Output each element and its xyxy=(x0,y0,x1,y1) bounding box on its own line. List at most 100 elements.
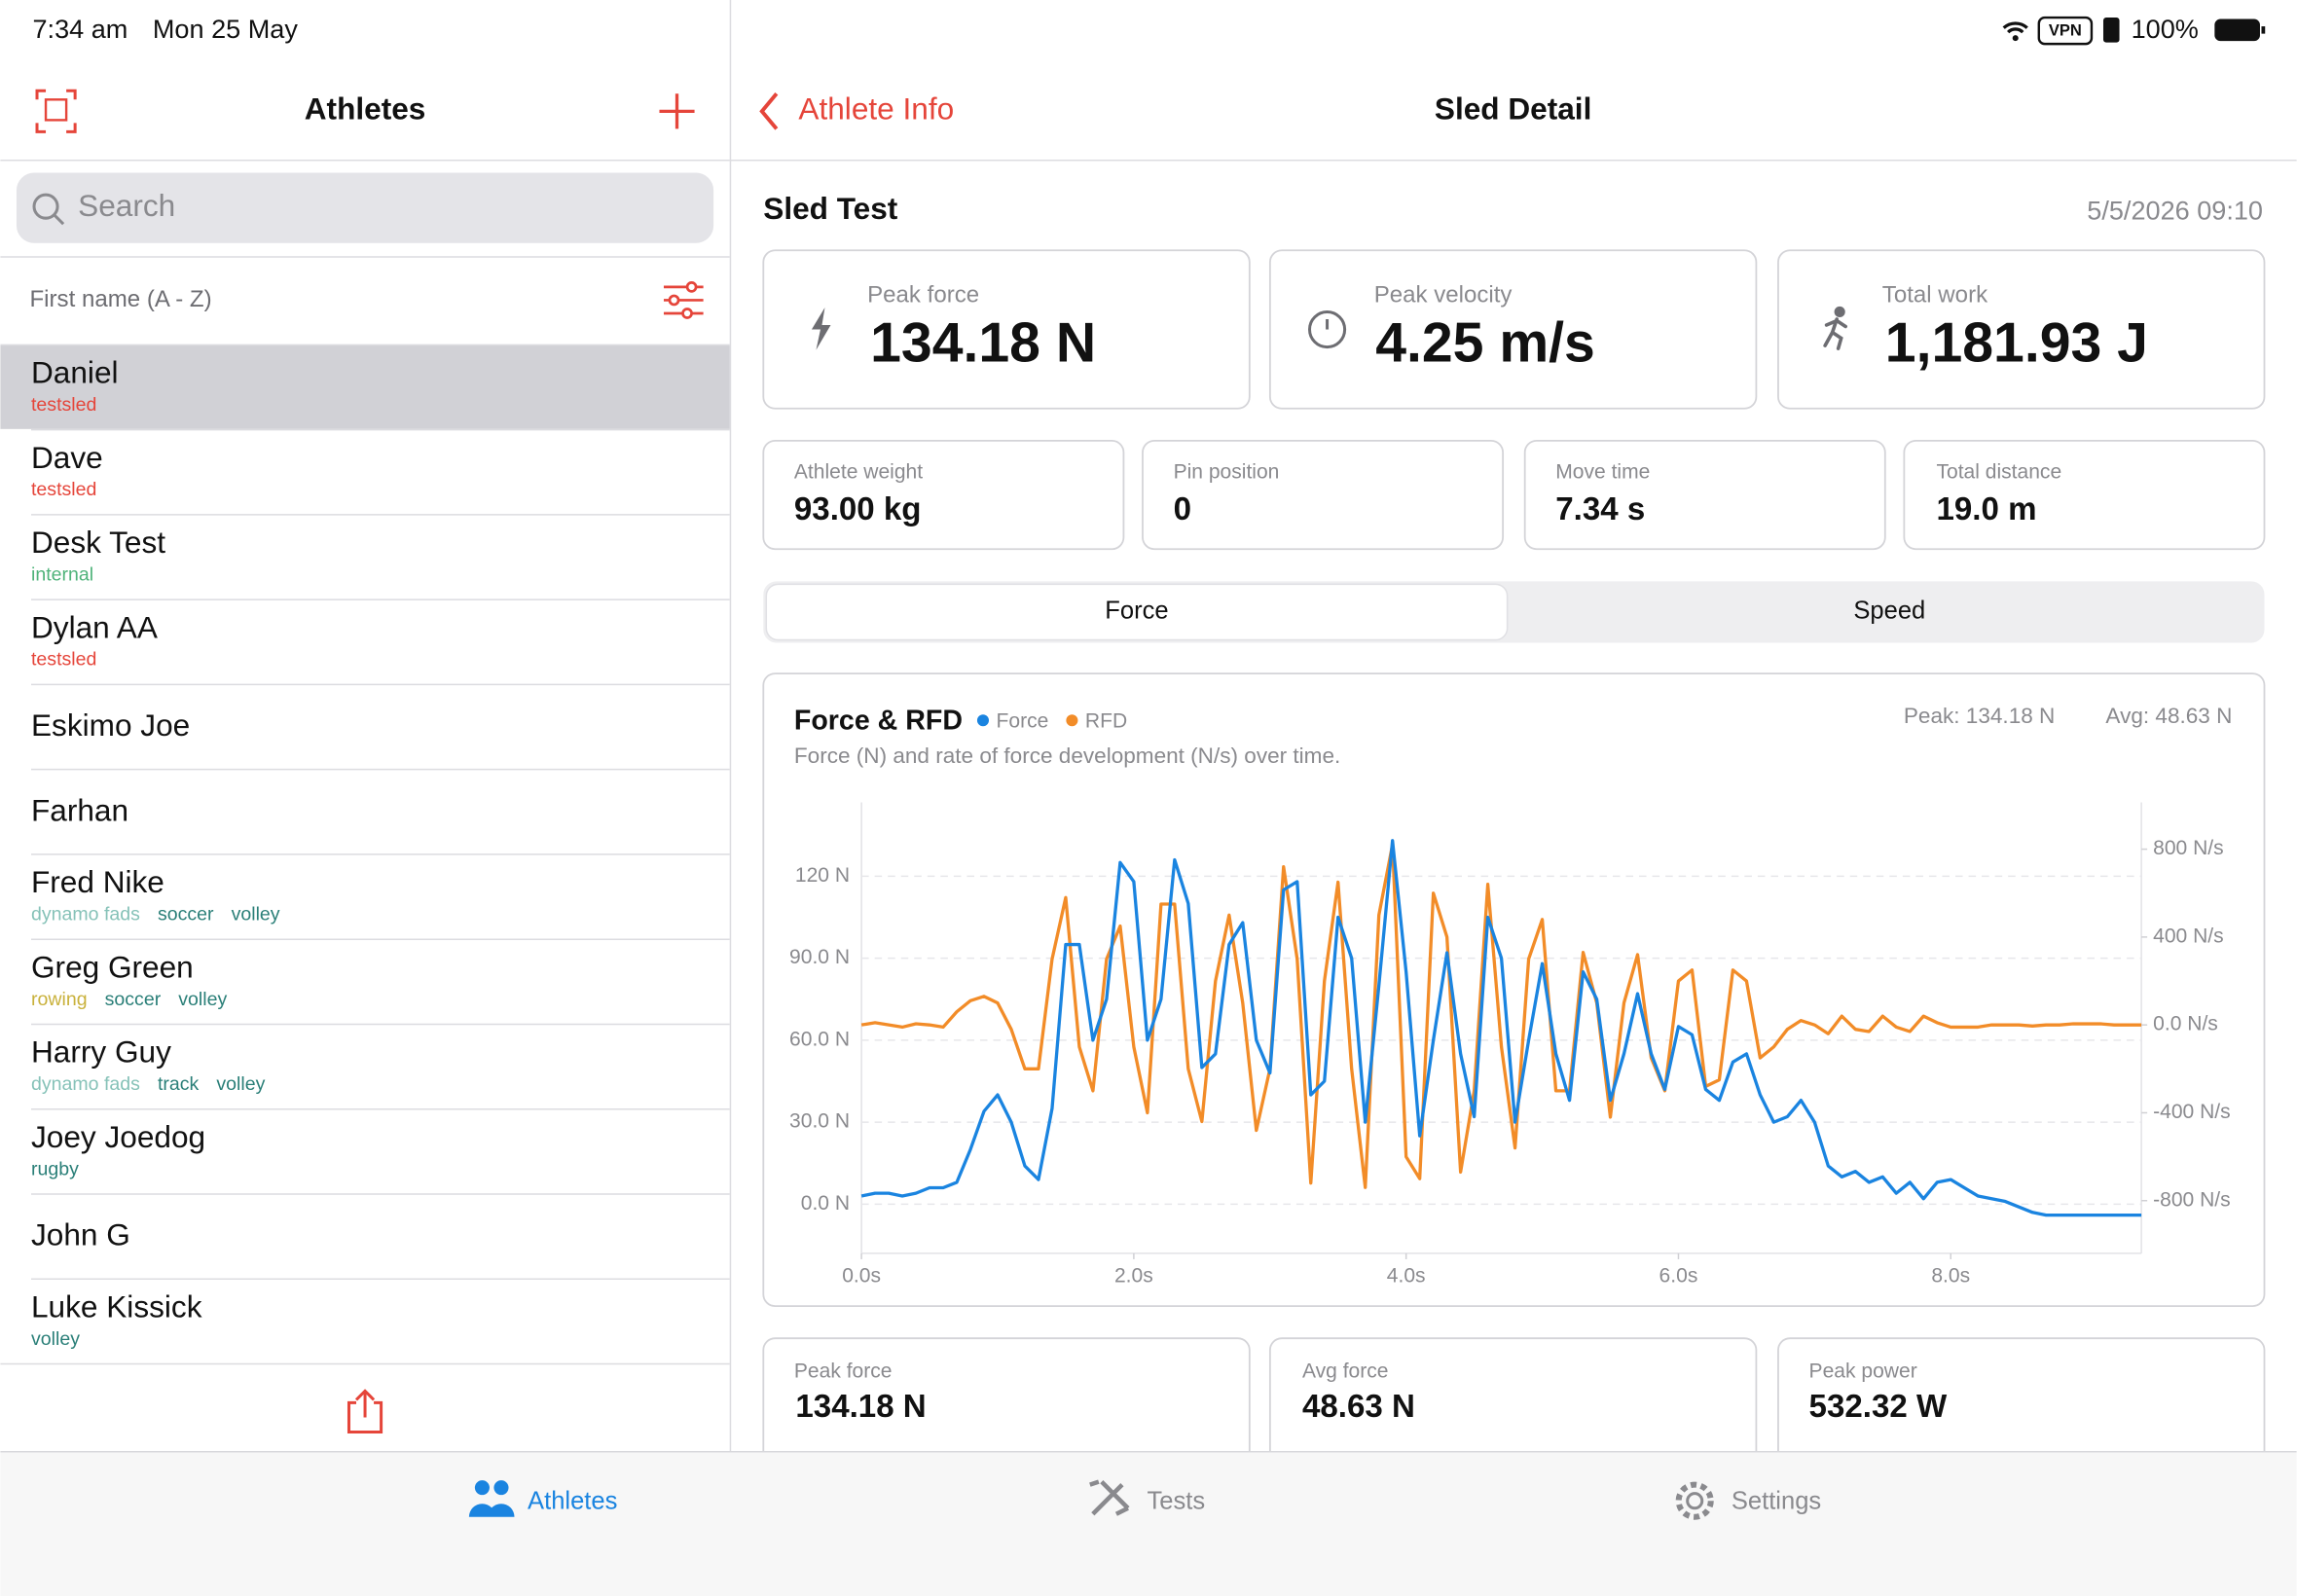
y-tick-label: 0.0 N xyxy=(801,1192,850,1215)
metric-value: 134.18 N xyxy=(870,312,1096,375)
athlete-name: Dave xyxy=(31,440,103,475)
y2-tick-label: -800 N/s xyxy=(2153,1188,2231,1211)
athlete-row[interactable]: Dave testsled xyxy=(31,440,103,500)
sidebar-title: Athletes xyxy=(305,91,426,127)
y-tick-label: 90.0 N xyxy=(789,946,850,968)
summary-label: Avg force xyxy=(1302,1360,1389,1382)
athlete-row[interactable]: Fred Nike dynamo fads soccer volley xyxy=(31,864,280,925)
metric-value: 4.25 m/s xyxy=(1375,312,1595,375)
metric-label: Peak force xyxy=(867,281,979,308)
athlete-name: Greg Green xyxy=(31,949,194,984)
status-time: 7:34 am xyxy=(33,14,128,44)
selected-row xyxy=(0,345,730,429)
legend-label: RFD xyxy=(1085,709,1127,732)
athlete-row[interactable]: Farhan xyxy=(31,792,128,827)
qr-glyph xyxy=(44,98,68,122)
search-icon xyxy=(32,193,59,220)
tab-label: Tests xyxy=(1147,1487,1205,1514)
metric-value: 1,181.93 J xyxy=(1885,312,2148,375)
athlete-row[interactable]: Joey Joedog rugby xyxy=(31,1119,205,1179)
x-tick-label: 0.0s xyxy=(842,1265,881,1288)
athlete-row[interactable]: John G xyxy=(31,1217,130,1252)
athlete-row[interactable]: Harry Guy dynamo fads track volley xyxy=(31,1034,266,1095)
filter-knob xyxy=(668,294,680,307)
athlete-row[interactable]: Desk Test internal xyxy=(31,525,165,585)
share-box xyxy=(346,1400,383,1433)
summary-value: 532.32 W xyxy=(1809,1389,1948,1425)
segment[interactable]: Force xyxy=(1105,598,1168,625)
share-button[interactable] xyxy=(346,1389,383,1433)
detail-title: Sled Detail xyxy=(1435,91,1591,127)
battery-text: 100% xyxy=(2132,14,2199,44)
add-button[interactable] xyxy=(659,93,695,129)
y2-tick-label: 400 N/s xyxy=(2153,925,2224,947)
share-arrow xyxy=(354,1389,376,1418)
athlete-row[interactable]: Greg Green rowing soccer volley xyxy=(31,949,227,1009)
athlete-tag: rowing xyxy=(31,989,88,1010)
athlete-row[interactable]: Dylan AA testsled xyxy=(31,609,158,670)
athlete-row[interactable]: Luke Kissick volley xyxy=(31,1288,202,1349)
athlete-name: Fred Nike xyxy=(31,864,164,899)
stat-value: 0 xyxy=(1174,491,1191,527)
tab-label: Athletes xyxy=(528,1487,617,1514)
search-placeholder: Search xyxy=(78,188,175,223)
athlete-name: John G xyxy=(31,1217,130,1252)
battery-icon xyxy=(2214,18,2260,42)
athletes-tab[interactable]: Athletes xyxy=(468,1480,618,1517)
wifi-icon xyxy=(2002,21,2028,34)
athlete-name: Desk Test xyxy=(31,525,165,560)
metric-label: Total work xyxy=(1882,281,1988,308)
sort-label: First name (A - Z) xyxy=(29,286,211,312)
athlete-tag: testsled xyxy=(31,394,96,416)
y-tick-label: 120 N xyxy=(795,864,850,887)
runner-icon xyxy=(1823,306,1847,350)
segment[interactable]: Speed xyxy=(1853,598,1925,625)
tab-label: Settings xyxy=(1732,1487,1821,1514)
tests-tab[interactable]: Tests xyxy=(1089,1479,1205,1516)
athlete-tag: volley xyxy=(216,1073,265,1095)
tab-icon xyxy=(1686,1492,1704,1510)
stat-value: 19.0 m xyxy=(1936,491,2036,527)
vpn-badge xyxy=(2037,16,2094,46)
metric-card xyxy=(1777,249,2266,410)
test-name: Sled Test xyxy=(763,191,898,226)
search-field[interactable] xyxy=(16,172,714,243)
x-tick-label: 2.0s xyxy=(1114,1265,1153,1288)
segment-selected[interactable] xyxy=(765,583,1509,641)
athlete-tag: dynamo fads xyxy=(31,904,140,925)
vpn-text: VPN xyxy=(2049,21,2082,40)
athlete-row[interactable]: Eskimo Joe xyxy=(31,707,190,743)
chart-subtitle: Force (N) and rate of force development … xyxy=(794,744,1340,768)
plot: 0.0 N 30.0 N 60.0 N 90.0 N 120 N -800 N/s -400… xyxy=(789,709,2231,1287)
test-date: 5/5/2026 09:10 xyxy=(2087,195,2263,225)
gauge-icon xyxy=(1308,309,1347,349)
filter-button[interactable] xyxy=(663,281,704,319)
stat-label: Total distance xyxy=(1936,461,2061,484)
athlete-name: Luke Kissick xyxy=(31,1288,202,1324)
athlete-tag: soccer xyxy=(158,904,214,925)
y2-tick-label: 0.0 N/s xyxy=(2153,1013,2218,1035)
stat-card xyxy=(1142,439,1505,551)
x-tick-label: 6.0s xyxy=(1659,1265,1698,1288)
y-tick-label: 60.0 N xyxy=(789,1028,850,1050)
tab-icon xyxy=(468,1504,515,1517)
series-line xyxy=(860,839,2142,1217)
settings-tab[interactable]: Settings xyxy=(1675,1481,1822,1520)
stat-card xyxy=(762,439,1125,551)
x-tick-label: 4.0s xyxy=(1387,1265,1426,1288)
scan-frame xyxy=(35,89,77,133)
back-button[interactable]: Athlete Info xyxy=(798,91,954,127)
summary-label: Peak force xyxy=(794,1360,893,1382)
athlete-row[interactable]: Daniel testsled xyxy=(31,355,119,416)
metric-label: Peak velocity xyxy=(1374,281,1513,308)
qr-scan-button[interactable] xyxy=(35,89,77,133)
metric-card xyxy=(762,249,1251,410)
bolt-icon xyxy=(811,307,831,350)
legend-swatch xyxy=(976,714,989,727)
athlete-name: Harry Guy xyxy=(31,1034,171,1070)
back-chevron[interactable] xyxy=(759,92,779,130)
tab-icon xyxy=(1089,1479,1130,1516)
status-date: Mon 25 May xyxy=(153,14,298,44)
runner-body xyxy=(1823,317,1847,350)
y2-tick-label: -400 N/s xyxy=(2153,1101,2231,1123)
